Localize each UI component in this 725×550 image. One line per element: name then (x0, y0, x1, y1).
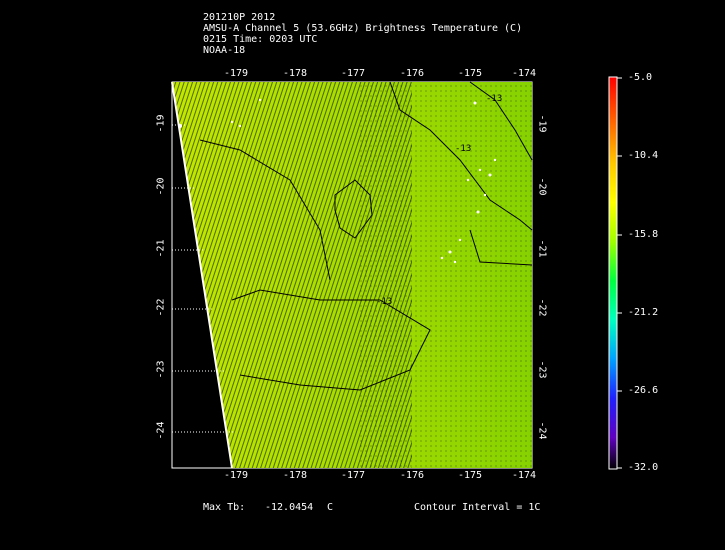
max-tb-label: Max Tb: (203, 502, 246, 513)
contour-line-northwest (199, 139, 331, 281)
colorbar-label: -26.6 (628, 385, 659, 396)
max-tb-unit: C (327, 502, 334, 513)
header-satellite: NOAA-18 (203, 45, 246, 56)
colorbar-label: -10.4 (628, 150, 659, 161)
swath-edge (171, 81, 233, 469)
lon-label-bottom: -178 (283, 470, 308, 481)
lat-label-right: -20 (536, 177, 548, 196)
lon-label-top: -179 (224, 68, 249, 79)
contour-line-island (469, 229, 533, 266)
colorbar-label: -21.2 (628, 307, 659, 318)
max-tb-value: -12.0454 (265, 502, 314, 513)
header-storm-id: 201210P 2012 (203, 12, 276, 23)
contour-interval: Contour Interval = 1C (414, 502, 541, 513)
colorbar-label: -5.0 (628, 72, 653, 83)
lon-label-bottom: -179 (224, 470, 249, 481)
lat-label-right: -22 (536, 298, 548, 317)
lon-label-top: -174 (512, 68, 537, 79)
lat-label-right: -23 (536, 360, 548, 379)
lon-label-top: -177 (341, 68, 366, 79)
brightness-temperature-field (172, 82, 532, 468)
colorbar-label: -15.8 (628, 229, 659, 240)
contour-line-center (334, 179, 373, 239)
contour-line-northeast (469, 81, 533, 161)
coastline-specks (178, 98, 497, 264)
header-time: 0215 Time: 0203 UTC (203, 34, 318, 45)
lat-label-right: -19 (536, 114, 548, 133)
lon-label-top: -176 (400, 68, 425, 79)
contour-label: -13 (486, 94, 503, 104)
lat-label-left: -21 (155, 239, 167, 258)
contour-lines (199, 81, 533, 391)
lat-label-right: -21 (536, 239, 548, 258)
lon-label-top: -175 (458, 68, 483, 79)
lon-label-bottom: -175 (458, 470, 483, 481)
contour-line-east (389, 81, 533, 231)
contour-label: -13 (376, 297, 393, 307)
lat-label-left: -24 (155, 421, 167, 440)
lon-label-bottom: -174 (512, 470, 537, 481)
lat-label-left: -19 (155, 114, 167, 133)
colorbar-label: -32.0 (628, 462, 659, 473)
lat-label-left: -22 (155, 298, 167, 317)
lon-label-top: -178 (283, 68, 308, 79)
lon-label-bottom: -177 (341, 470, 366, 481)
lat-label-left: -23 (155, 360, 167, 379)
lat-label-left: -20 (155, 177, 167, 196)
product-header: 201210P 2012 AMSU-A Channel 5 (53.6GHz) B… (203, 12, 522, 56)
contour-label: -13 (455, 144, 472, 154)
lon-label-bottom: -176 (400, 470, 425, 481)
header-product-title: AMSU-A Channel 5 (53.6GHz) Brightness Te… (203, 23, 523, 34)
colorbar-ticks (617, 77, 622, 469)
contour-line-south (231, 289, 431, 391)
colorbar-gradient (608, 76, 618, 470)
lat-label-right: -24 (536, 421, 548, 440)
